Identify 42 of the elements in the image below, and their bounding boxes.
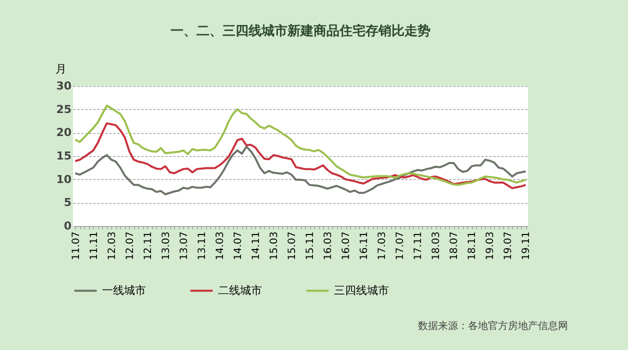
legend-label: 一线城市: [102, 284, 146, 297]
x-tick-label: 18.03: [431, 232, 442, 260]
x-tick-label: 13.07: [178, 232, 190, 260]
y-tick-label: 10: [56, 172, 72, 186]
x-tick-label: 19.03: [485, 232, 496, 260]
x-tick-label: 12.07: [124, 232, 136, 260]
x-tick-label: 12.03: [106, 232, 118, 260]
y-tick-label: 0: [64, 220, 72, 232]
x-tick-label: 16.03: [323, 232, 334, 260]
x-tick-label: 17.11: [413, 232, 424, 260]
x-tick-label: 19.07: [503, 232, 514, 260]
legend-label: 二线城市: [218, 284, 262, 297]
x-tick-label: 18.07: [449, 232, 460, 260]
line-series: [74, 122, 527, 190]
chart-title: 一、二、三四线城市新建商品住宅存销比走势: [170, 23, 430, 39]
x-tick-label: 12.11: [142, 232, 154, 260]
legend-label: 三四线城市: [334, 284, 389, 297]
x-tick-label: 13.03: [160, 232, 172, 260]
x-tick-label: 15.07: [286, 232, 298, 260]
x-tick-label: 14.03: [214, 232, 226, 260]
x-tick-label: 13.11: [196, 232, 208, 260]
line-series: [74, 146, 527, 196]
x-tick-label: 11.07: [70, 232, 82, 260]
x-tick-label: 15.03: [268, 232, 280, 260]
x-tick-label: 17.07: [395, 232, 406, 260]
line-series: [74, 104, 527, 186]
x-tick-label: 11.11: [88, 232, 100, 260]
x-tick-label: 18.11: [467, 232, 478, 260]
x-tick-label: 14.11: [250, 232, 262, 260]
y-tick-label: 25: [56, 102, 72, 116]
y-tick-label: 5: [64, 196, 72, 210]
y-tick-label: 20: [56, 126, 72, 140]
source-note: 数据来源：各地官方房地产信息网: [418, 320, 568, 332]
y-axis-title: 月: [56, 62, 66, 76]
y-tick-label: 30: [56, 80, 72, 92]
x-tick-label: 16.11: [359, 232, 370, 260]
x-tick-label: 14.07: [232, 232, 244, 260]
x-tick-label: 15.11: [305, 232, 316, 260]
x-tick-label: 17.03: [377, 232, 388, 260]
x-tick-label: 19.11: [521, 232, 532, 260]
y-tick-label: 15: [56, 150, 72, 162]
x-tick-label: 16.07: [341, 232, 352, 260]
